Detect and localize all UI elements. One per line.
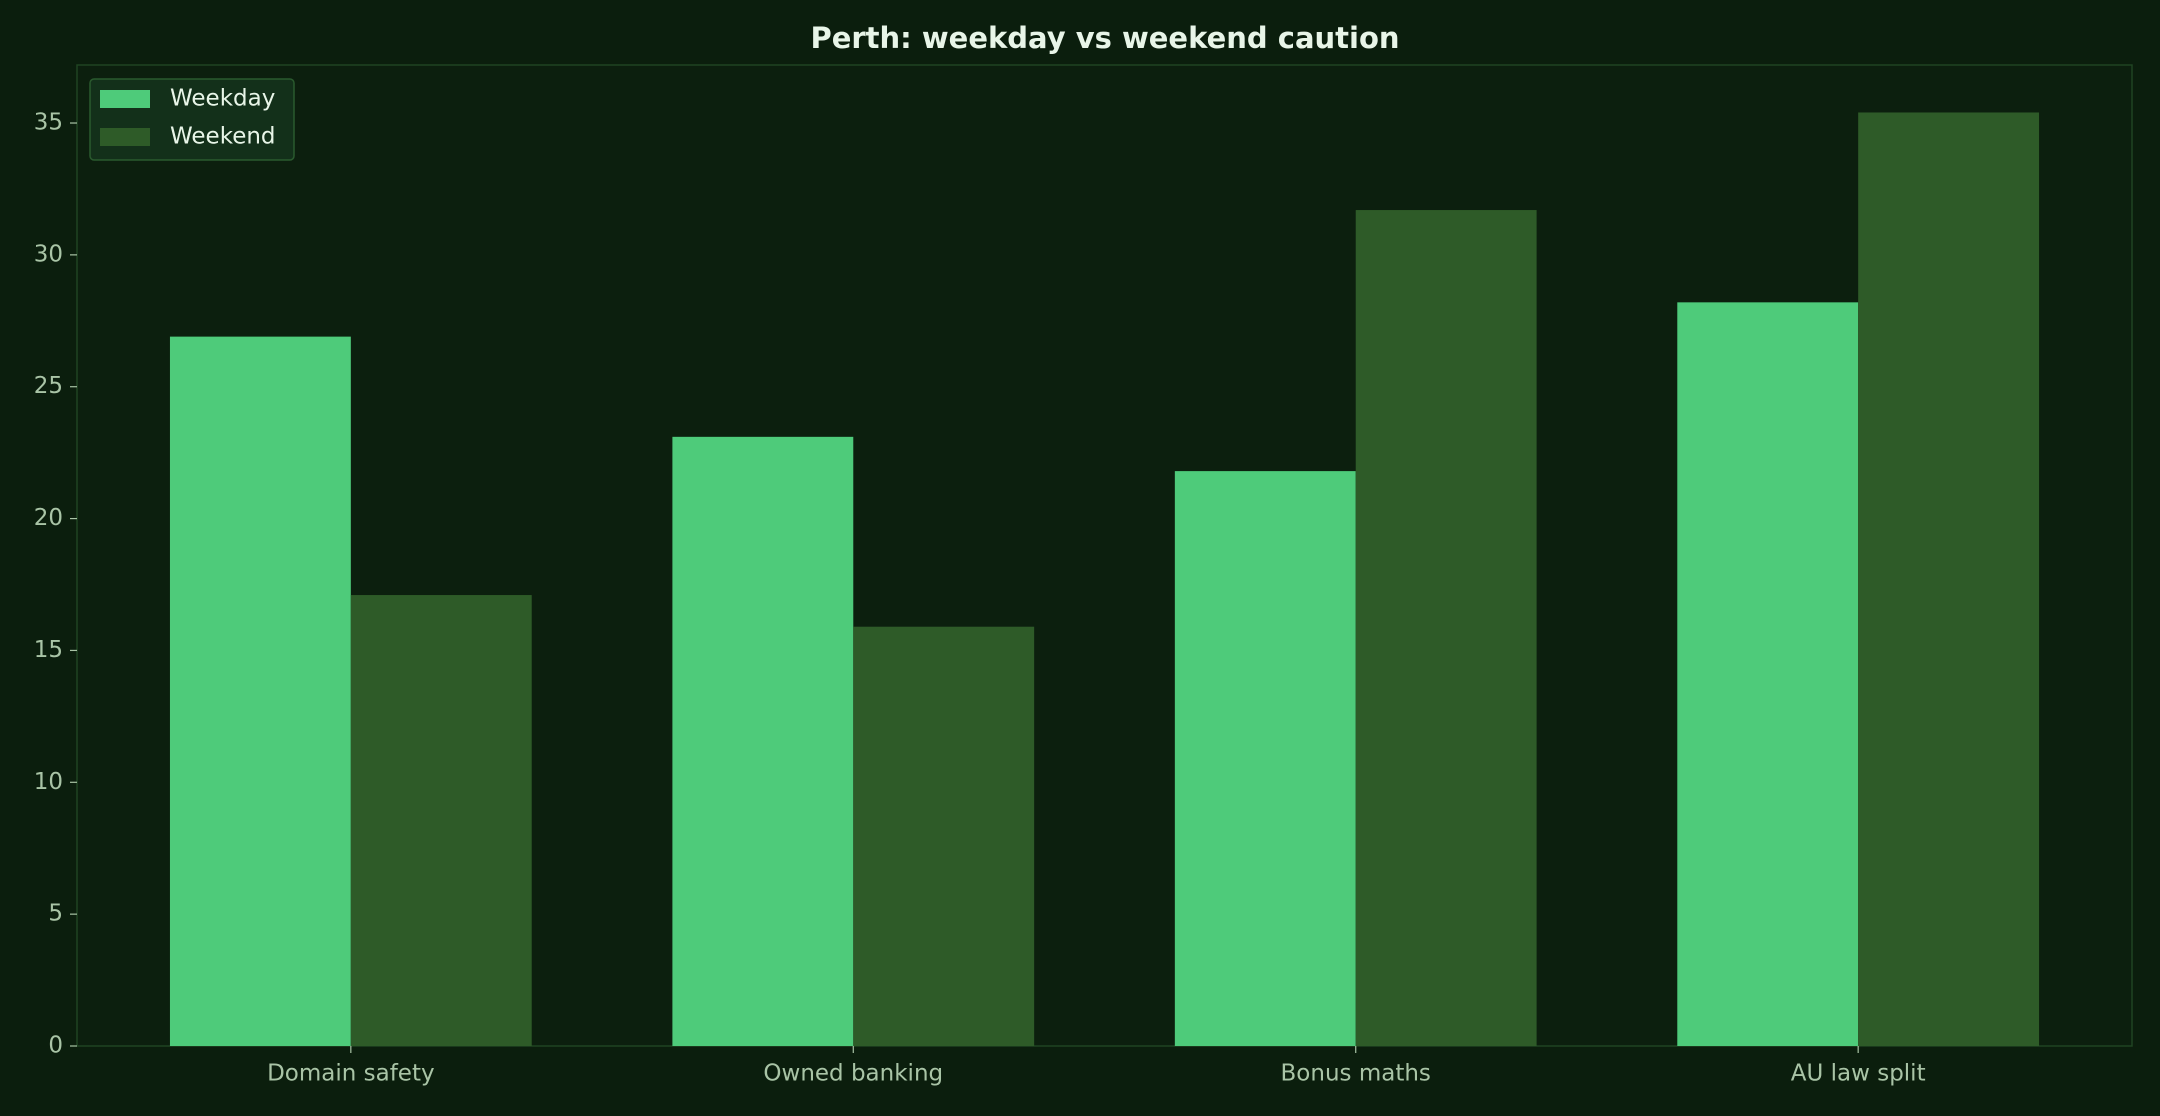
- bar: [169, 336, 351, 1046]
- y-tick-label: 25: [34, 373, 63, 399]
- chart-title: Perth: weekday vs weekend caution: [810, 21, 1399, 55]
- bar: [1355, 210, 1537, 1046]
- y-tick-label: 5: [48, 901, 63, 927]
- bar: [672, 436, 854, 1046]
- legend-label: Weekend: [170, 124, 276, 150]
- y-tick-label: 30: [34, 241, 63, 267]
- y-tick-label: 20: [34, 505, 63, 531]
- bar: [1677, 302, 1859, 1046]
- bar: [1858, 112, 2040, 1046]
- x-tick-label: AU law split: [1791, 1061, 1926, 1087]
- y-tick-label: 15: [34, 637, 63, 663]
- x-tick-label: Owned banking: [763, 1061, 943, 1087]
- legend-swatch: [100, 128, 150, 146]
- bar: [1174, 471, 1356, 1046]
- bar: [350, 595, 532, 1046]
- legend-label: Weekday: [170, 86, 275, 112]
- x-tick-label: Domain safety: [267, 1061, 435, 1087]
- y-tick-label: 0: [48, 1033, 63, 1059]
- y-tick-label: 10: [34, 769, 63, 795]
- x-tick-label: Bonus maths: [1281, 1061, 1431, 1087]
- bar: [853, 626, 1035, 1046]
- legend-swatch: [100, 90, 150, 108]
- y-tick-label: 35: [34, 110, 63, 136]
